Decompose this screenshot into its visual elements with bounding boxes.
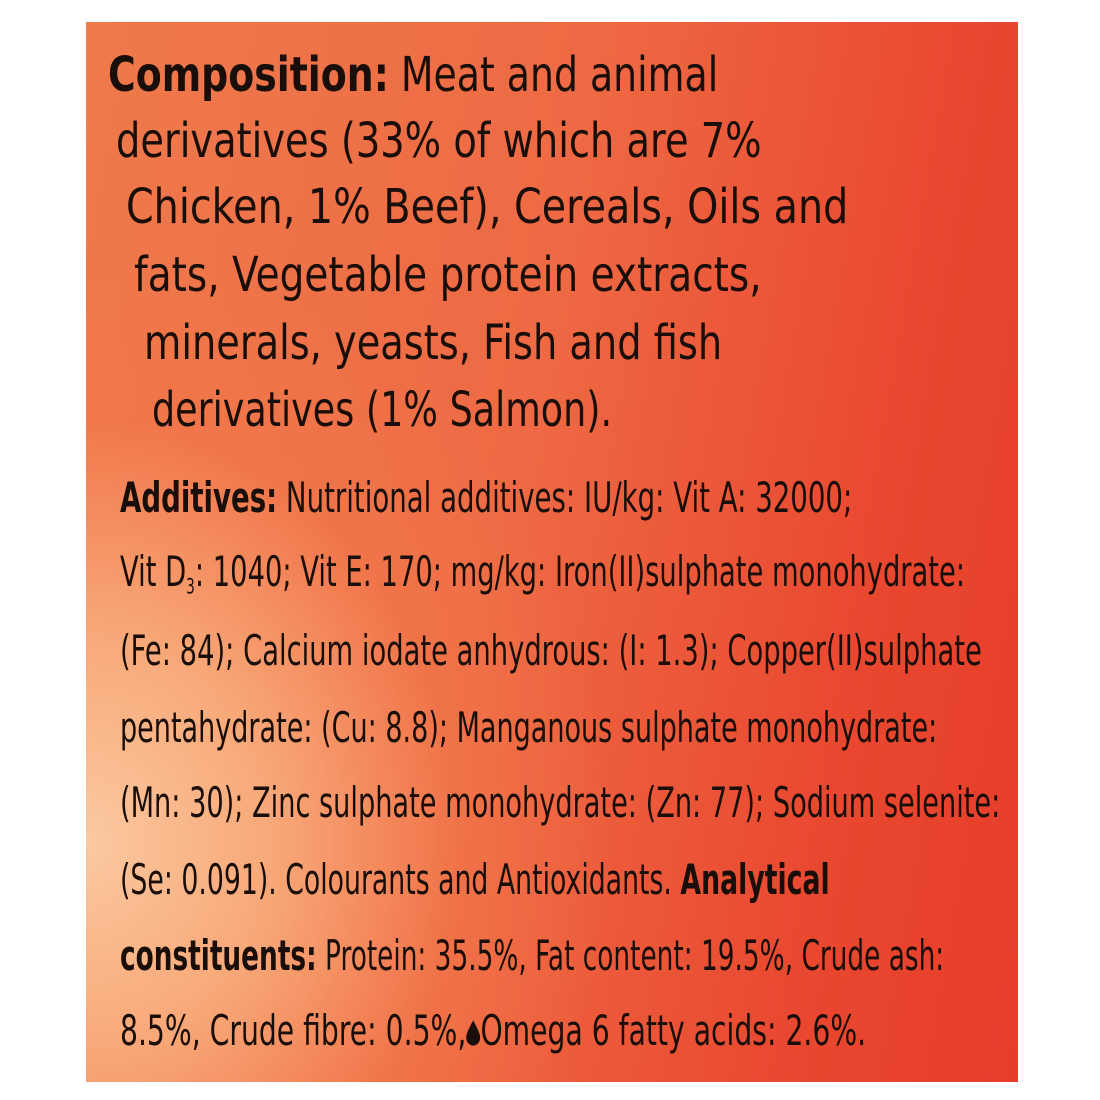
analytical-label: Analytical [680,855,830,904]
additives-label: Additives: [120,473,278,522]
additives-line-4: pentahydrate: (Cu: 8.8); Manganous sulph… [120,703,938,752]
text: 8.5%, Crude fibre: 0.5%, [120,1006,467,1055]
additives-line-7: constituents: Protein: 35.5%, Fat conten… [120,935,944,977]
text: (Se: 0.091). Colourants and Antioxidants… [120,855,681,904]
text: Protein: 35.5%, Fat content: 19.5%, Crud… [316,931,945,980]
composition-line-1: Composition: Meat and animal [108,51,718,99]
text: Vit D [120,547,187,596]
composition-line-6: derivatives (1% Salmon). [152,382,613,438]
composition-line-2: derivatives (33% of which are 7% [116,113,762,169]
additives-line-1: Additives: Nutritional additives: IU/kg:… [120,477,852,519]
composition-line-3: Chicken, 1% Beef), Cereals, Oils and [126,179,849,235]
additives-line-5: (Mn: 30); Zinc sulphate monohydrate: (Zn… [120,778,1001,827]
additives-line-2: Vit D3: 1040; Vit E: 170; mg/kg: Iron(II… [120,551,965,597]
additives-line-3: (Fe: 84); Calcium iodate anhydrous: (I: … [120,626,982,675]
text: Nutritional additives: IU/kg: Vit A: 320… [277,473,853,522]
additives-line-8: 8.5%, Crude fibre: 0.5%, Omega 6 fatty ac… [120,1010,866,1052]
subscript: 3 [186,574,195,599]
text: Omega 6 fatty acids: 2.6%. [480,1006,867,1055]
oil-drop-icon [466,1020,481,1046]
text: : 1040; Vit E: 170; mg/kg: Iron(II)sulph… [194,547,966,596]
composition-line-4: fats, Vegetable protein extracts, [134,247,762,303]
additives-line-6: (Se: 0.091). Colourants and Antioxidants… [120,859,830,901]
label-panel [86,22,1018,1082]
composition-line-5: minerals, yeasts, Fish and fish [144,315,723,371]
constituents-label: constituents: [120,931,317,980]
text: Meat and animal [388,47,719,103]
composition-label: Composition: [108,47,389,103]
